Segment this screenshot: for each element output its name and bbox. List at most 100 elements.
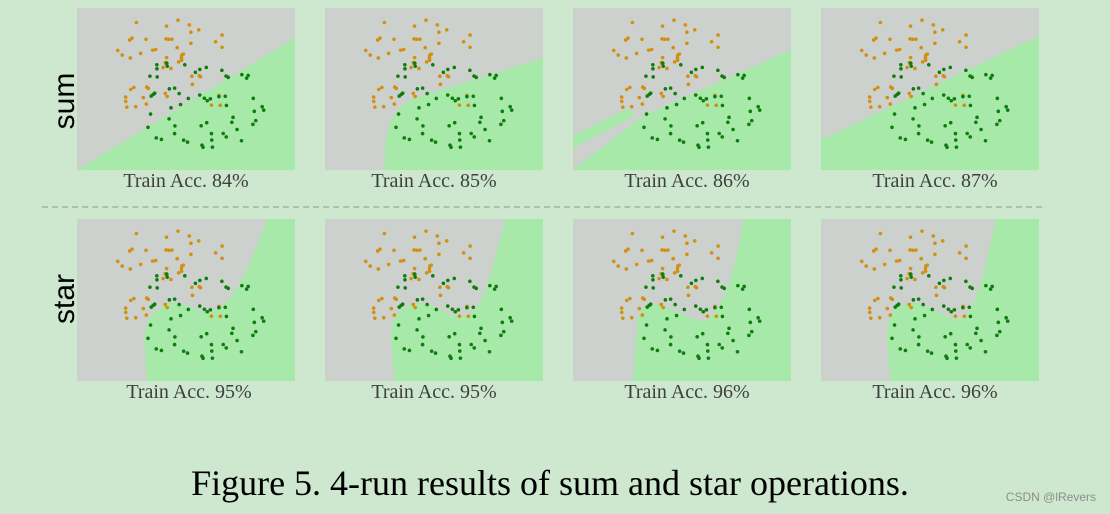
sample-point	[683, 234, 688, 238]
sample-point	[426, 313, 431, 318]
sample-point	[437, 241, 441, 246]
sample-point	[727, 115, 731, 120]
sample-point	[426, 102, 431, 107]
sample-point	[150, 48, 155, 52]
sample-point	[398, 259, 403, 263]
sample-point	[683, 23, 688, 27]
sample-point	[885, 306, 890, 311]
sample-point	[417, 277, 421, 282]
sample-point	[239, 138, 244, 143]
decision-boundary-plot	[859, 219, 1039, 381]
sample-point	[141, 306, 146, 311]
sample-point	[438, 285, 442, 290]
sample-point	[424, 60, 429, 64]
sample-point	[235, 127, 239, 132]
sample-point	[705, 342, 710, 347]
sample-point	[403, 75, 408, 79]
sample-point	[926, 63, 931, 67]
sample-point	[867, 95, 872, 99]
sample-point	[611, 259, 616, 264]
sample-point	[441, 281, 446, 286]
sample-point	[144, 37, 148, 42]
sample-point	[913, 66, 917, 71]
sample-point	[663, 298, 668, 302]
sample-point	[472, 135, 477, 139]
sample-point	[877, 104, 882, 109]
sample-point	[189, 30, 193, 35]
sample-point	[411, 91, 416, 96]
sample-point	[903, 137, 908, 142]
sample-point	[661, 275, 666, 279]
sample-point	[964, 68, 968, 73]
sample-point	[204, 120, 209, 125]
sample-point	[962, 103, 967, 108]
decision-region	[821, 36, 1039, 170]
sample-point	[487, 349, 492, 354]
sample-point	[920, 18, 924, 22]
figure-caption: Figure 5. 4-run results of sum and star …	[191, 463, 909, 503]
sample-point	[155, 75, 160, 79]
sample-point	[655, 137, 660, 142]
sample-point	[996, 320, 1001, 325]
sample-point	[178, 313, 183, 318]
sample-point	[488, 283, 492, 288]
sample-point	[701, 98, 706, 103]
sample-point	[651, 62, 655, 67]
sample-point	[413, 94, 417, 99]
sample-point	[164, 61, 169, 65]
sample-point	[403, 286, 408, 290]
sample-point	[397, 305, 402, 309]
sample-point	[747, 122, 751, 127]
sample-point	[209, 131, 214, 136]
sample-point	[686, 74, 690, 79]
sample-point	[948, 276, 953, 281]
sample-point	[666, 37, 670, 41]
sample-point	[218, 314, 223, 319]
train-acc-label: Train Acc. 87%	[872, 170, 998, 192]
sample-point	[979, 338, 983, 343]
sample-point	[457, 103, 462, 107]
sample-point	[685, 241, 689, 246]
sample-point	[934, 74, 938, 79]
sample-point	[433, 140, 438, 144]
sample-point	[424, 229, 428, 233]
sample-point	[742, 73, 746, 78]
sample-point	[957, 40, 962, 44]
sample-point	[420, 131, 425, 136]
sample-point	[681, 140, 686, 144]
sample-point	[626, 36, 630, 40]
sample-point	[954, 145, 959, 149]
sample-point	[381, 104, 386, 109]
sample-point	[226, 75, 231, 80]
sample-point	[970, 75, 975, 80]
sample-point	[456, 308, 461, 312]
sample-point	[412, 61, 417, 65]
sample-point	[253, 118, 258, 123]
sample-point	[961, 94, 965, 99]
sample-point	[933, 252, 937, 257]
sample-point	[662, 37, 667, 42]
sample-point	[686, 285, 690, 290]
sample-point	[373, 316, 377, 320]
sample-point	[149, 94, 154, 98]
sample-point	[709, 40, 714, 44]
sample-point	[465, 94, 469, 99]
sample-point	[916, 86, 921, 90]
sample-point	[371, 99, 376, 104]
sample-point	[423, 256, 427, 261]
sample-point	[997, 118, 1002, 123]
panel-star-run-2	[325, 219, 543, 381]
sample-point	[170, 37, 174, 41]
sample-point	[217, 305, 221, 310]
sample-point	[698, 307, 703, 312]
sample-point	[445, 73, 450, 78]
sample-point	[1004, 104, 1008, 109]
sample-point	[616, 53, 621, 57]
sample-point	[149, 305, 154, 309]
sample-point	[953, 138, 958, 142]
sample-point	[748, 109, 753, 114]
sample-point	[445, 304, 450, 308]
sample-point	[190, 285, 194, 290]
sample-point	[260, 315, 264, 320]
sample-point	[967, 94, 972, 99]
